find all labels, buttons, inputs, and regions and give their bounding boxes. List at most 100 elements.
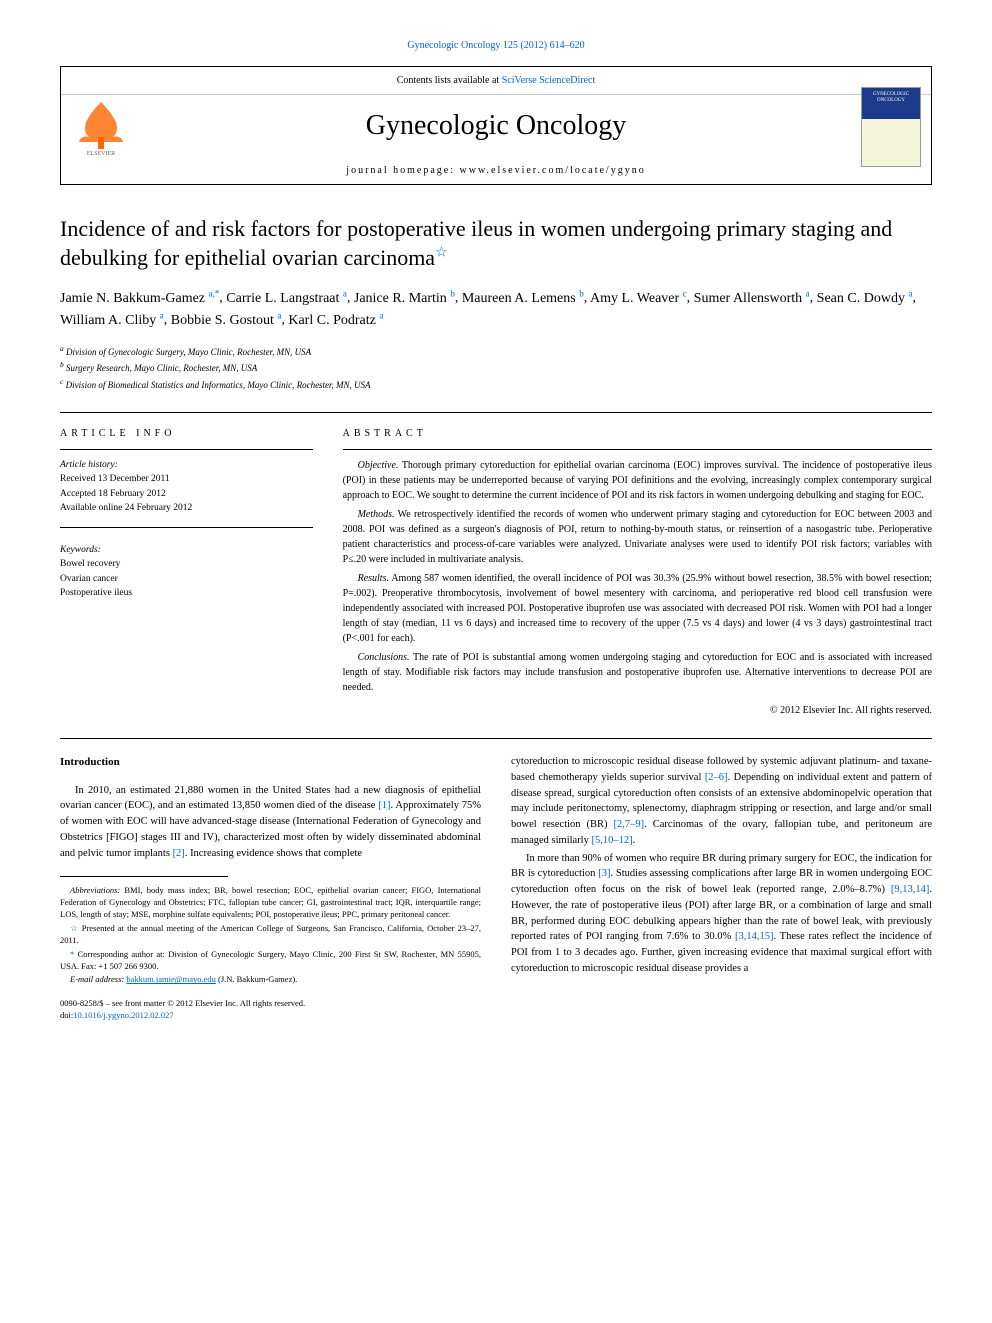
email-link[interactable]: bakkum.jamie@mayo.edu (126, 974, 216, 984)
online-date: Available online 24 February 2012 (60, 501, 313, 515)
abbreviations-footnote: Abbreviations: BMI, body mass index; BR,… (60, 885, 481, 921)
article-info-label: ARTICLE INFO (60, 428, 313, 439)
author-affiliation-sup: a (379, 310, 383, 320)
author-affiliation-sup: c (683, 288, 687, 298)
star-marker: ☆ (70, 923, 79, 933)
ref-link-2-7-9[interactable]: [2,7–9] (614, 819, 645, 830)
info-abstract-row: ARTICLE INFO Article history: Received 1… (60, 428, 932, 718)
received-date: Received 13 December 2011 (60, 472, 313, 486)
asterisk-marker: * (70, 949, 74, 959)
methods-heading: Methods. (358, 509, 395, 520)
article-title: Incidence of and risk factors for postop… (60, 215, 932, 272)
affiliation: b Surgery Research, Mayo Clinic, Rochest… (60, 359, 932, 376)
keyword: Ovarian cancer (60, 572, 313, 586)
author-affiliation-sup: a (806, 288, 810, 298)
homepage-prefix: journal homepage: (346, 165, 459, 176)
journal-name: Gynecologic Oncology (61, 110, 931, 142)
body-left-column: Introduction In 2010, an estimated 21,88… (60, 754, 481, 1022)
corresponding-author-marker[interactable]: * (215, 288, 220, 298)
col2-paragraph-2: In more than 90% of women who require BR… (511, 851, 932, 977)
abstract-copyright: © 2012 Elsevier Inc. All rights reserved… (343, 703, 932, 718)
ref-link-5-10-12[interactable]: [5,10–12] (591, 835, 632, 846)
author-affiliation-sup: a (908, 288, 912, 298)
doi-block: 0090-8258/$ – see front matter © 2012 El… (60, 998, 481, 1022)
footnotes-block: Abbreviations: BMI, body mass index; BR,… (60, 885, 481, 986)
article-page: Gynecologic Oncology 125 (2012) 614–620 … (0, 0, 992, 1062)
ref-link-2[interactable]: [2] (173, 848, 185, 859)
journal-name-block: Gynecologic Oncology (61, 95, 931, 157)
results-heading: Results. (358, 573, 389, 584)
authors-list: Jamie N. Bakkum-Gamez a,*, Carrie L. Lan… (60, 287, 932, 330)
abstract-column: ABSTRACT Objective. Thorough primary cyt… (343, 428, 932, 718)
ref-link-2-6[interactable]: [2–6] (705, 772, 728, 783)
abstract-text: Objective. Thorough primary cytoreductio… (343, 458, 932, 718)
author: Jamie N. Bakkum-Gamez a,* (60, 291, 219, 306)
history-heading: Article history: (60, 458, 313, 472)
results-text: Among 587 women identified, the overall … (343, 573, 932, 644)
col2-paragraph-1: cytoreduction to microscopic residual di… (511, 754, 932, 849)
ref-link-9-13-14[interactable]: [9,13,14] (891, 884, 930, 895)
title-text: Incidence of and risk factors for postop… (60, 216, 892, 270)
author-affiliation-sup: a (343, 288, 347, 298)
author: William A. Cliby a (60, 313, 164, 328)
intro-paragraph-1: In 2010, an estimated 21,880 women in th… (60, 783, 481, 862)
objective-heading: Objective. (358, 460, 399, 471)
section-divider (60, 412, 932, 413)
author: Sean C. Dowdy a (817, 291, 913, 306)
author-affiliation-sup: a (277, 310, 281, 320)
author: Janice R. Martin b (354, 291, 455, 306)
contents-line: Contents lists available at SciVerse Sci… (61, 67, 931, 95)
methods-text: We retrospectively identified the record… (343, 509, 932, 565)
author: Amy L. Weaver c (590, 291, 687, 306)
conclusions-text: The rate of POI is substantial among wom… (343, 652, 932, 693)
author-affiliation-sup: b (579, 288, 584, 298)
abbrev-label: Abbreviations: (70, 885, 120, 895)
keyword: Postoperative ileus (60, 586, 313, 600)
doi-link[interactable]: 10.1016/j.ygyno.2012.02.027 (73, 1010, 173, 1020)
affiliation: c Division of Biomedical Statistics and … (60, 376, 932, 393)
presented-footnote: ☆ Presented at the annual meeting of the… (60, 923, 481, 947)
affiliation-label: c (60, 377, 63, 386)
article-info-column: ARTICLE INFO Article history: Received 1… (60, 428, 313, 718)
accepted-date: Accepted 18 February 2012 (60, 487, 313, 501)
email-footnote: E-mail address: bakkum.jamie@mayo.edu (J… (60, 974, 481, 986)
article-history-block: Article history: Received 13 December 20… (60, 458, 313, 515)
sciencedirect-link[interactable]: SciVerse ScienceDirect (502, 75, 596, 86)
body-divider (60, 738, 932, 739)
abstract-divider (343, 449, 932, 450)
homepage-url: www.elsevier.com/locate/ygyno (460, 165, 646, 176)
introduction-heading: Introduction (60, 754, 481, 771)
ref-link-1[interactable]: [1] (378, 800, 390, 811)
affiliations-block: a Division of Gynecologic Surgery, Mayo … (60, 343, 932, 393)
contents-prefix: Contents lists available at (397, 75, 502, 86)
author: Sumer Allensworth a (694, 291, 810, 306)
title-footnote-star[interactable]: ☆ (435, 245, 448, 260)
affiliation: a Division of Gynecologic Surgery, Mayo … (60, 343, 932, 360)
keywords-heading: Keywords: (60, 543, 313, 557)
keywords-block: Keywords: Bowel recoveryOvarian cancerPo… (60, 543, 313, 600)
author: Maureen A. Lemens b (462, 291, 584, 306)
journal-header-box: ELSEVIER GYNECOLOGIC ONCOLOGY Contents l… (60, 66, 932, 185)
ref-link-3-14-15[interactable]: [3,14,15] (735, 931, 774, 942)
info-divider (60, 449, 313, 450)
body-columns: Introduction In 2010, an estimated 21,88… (60, 754, 932, 1022)
objective-text: Thorough primary cytoreduction for epith… (343, 460, 932, 501)
doi-line: doi:10.1016/j.ygyno.2012.02.027 (60, 1010, 481, 1022)
author-affiliation-sup: a (160, 310, 164, 320)
author: Bobbie S. Gostout a (171, 313, 282, 328)
body-right-column: cytoreduction to microscopic residual di… (511, 754, 932, 1022)
email-label: E-mail address: (70, 974, 124, 984)
author-affiliation-sup: b (450, 288, 455, 298)
affiliation-label: b (60, 360, 64, 369)
keywords-divider (60, 527, 313, 528)
conclusions-heading: Conclusions. (358, 652, 410, 663)
footnote-divider (60, 876, 228, 877)
keyword: Bowel recovery (60, 557, 313, 571)
front-matter-line: 0090-8258/$ – see front matter © 2012 El… (60, 998, 481, 1010)
affiliation-label: a (60, 344, 64, 353)
ref-link-3[interactable]: [3] (598, 868, 610, 879)
author: Karl C. Podratz a (288, 313, 383, 328)
homepage-line: journal homepage: www.elsevier.com/locat… (61, 157, 931, 184)
corresponding-footnote: * Corresponding author at: Division of G… (60, 949, 481, 973)
abstract-label: ABSTRACT (343, 428, 932, 439)
